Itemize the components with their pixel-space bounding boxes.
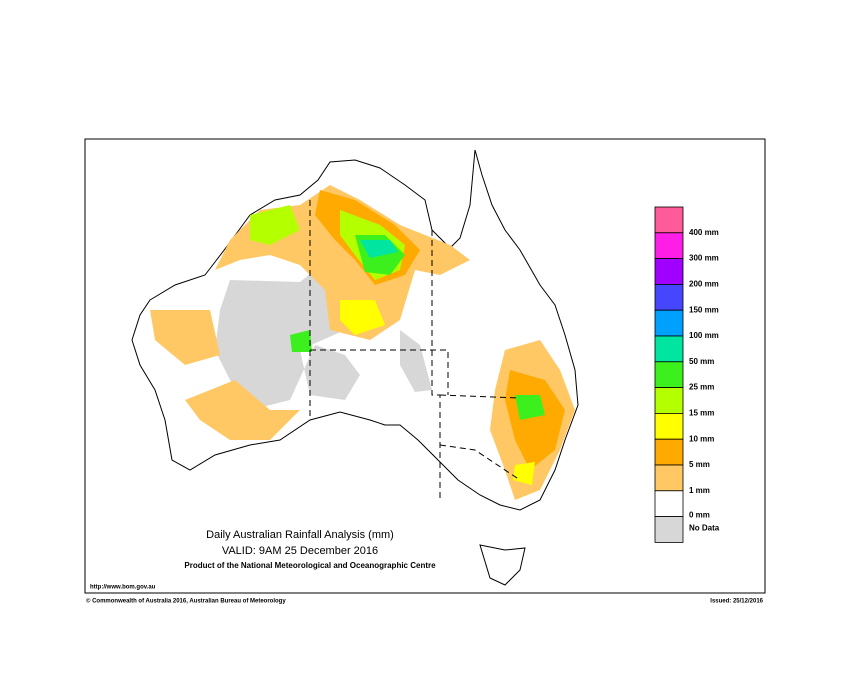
legend-swatch	[654, 490, 684, 517]
legend-swatch	[654, 516, 684, 543]
legend-swatch	[654, 258, 684, 285]
rain-1mm	[185, 380, 300, 440]
legend-label: 100 mm	[689, 331, 719, 340]
legend-label: 5 mm	[689, 460, 710, 469]
legend-label: 25 mm	[689, 383, 714, 392]
legend-swatch	[654, 206, 684, 234]
legend-label: 50 mm	[689, 357, 714, 366]
legend-label: 400 mm	[689, 228, 719, 237]
legend: 400 mm 300 mm 200 mm 150 mm 100 mm 50 mm 25 mm…	[654, 206, 720, 543]
state-borders	[309, 200, 521, 500]
legend-label: 1 mm	[689, 486, 710, 495]
map	[131, 149, 579, 586]
product-note: Product of the National Meteorological a…	[184, 561, 436, 570]
rain-10mm	[340, 300, 385, 335]
legend-swatch	[654, 283, 684, 311]
legend-label: 300 mm	[689, 254, 719, 263]
no-data-area	[215, 258, 360, 410]
legend-swatch	[654, 309, 684, 337]
legend-label: 200 mm	[689, 280, 719, 289]
legend-swatch	[654, 464, 684, 492]
copyright: © Commonwealth of Australia 2016, Austra…	[86, 598, 286, 605]
rain-15mm	[250, 205, 300, 245]
legend-swatch	[654, 387, 684, 414]
no-data-area	[400, 330, 432, 392]
issued-date: Issued: 25/12/2016	[710, 599, 763, 605]
source-url: http://www.bom.gov.au	[90, 585, 156, 591]
legend-swatch	[654, 232, 684, 260]
legend-swatch	[654, 412, 684, 440]
legend-label: No Data	[689, 524, 720, 533]
map-title: Daily Australian Rainfall Analysis (mm)	[206, 529, 394, 541]
legend-swatch	[654, 438, 684, 466]
rain-1mm	[150, 310, 220, 365]
legend-label: 150 mm	[689, 305, 719, 314]
legend-label: 10 mm	[689, 434, 714, 443]
legend-label: 0 mm	[689, 511, 710, 520]
tasmania	[479, 544, 526, 586]
rain-25mm	[290, 330, 312, 352]
legend-swatch	[654, 335, 684, 363]
valid-time: VALID: 9AM 25 December 2016	[222, 545, 378, 557]
legend-swatch	[654, 361, 684, 388]
rain-50mm	[360, 240, 398, 258]
rain-25mm	[515, 395, 545, 420]
legend-label: 15 mm	[689, 409, 714, 418]
rain-10mm	[513, 462, 535, 485]
